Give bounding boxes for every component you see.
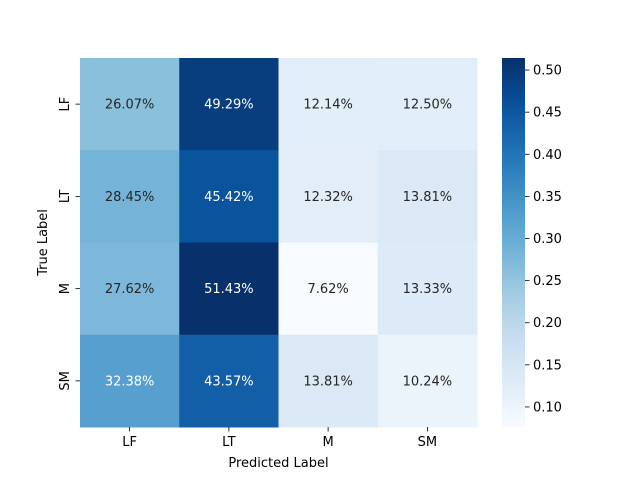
cell-value-label: 12.14% — [303, 98, 353, 113]
colorbar-gradient — [502, 58, 525, 427]
heatmap-grid: 26.07% 49.29% 12.14% 12.50% 28.45% 45.42% 12.3… — [80, 58, 478, 428]
heatmap-cell — [80, 334, 180, 428]
heatmap-cell — [377, 334, 478, 428]
cell-value-label: 12.32% — [303, 190, 353, 205]
y-tick-label: LT — [58, 190, 73, 203]
cell-value-label: 45.42% — [204, 190, 254, 205]
heatmap-cell — [179, 150, 279, 243]
heatmap-cell — [179, 334, 279, 428]
heatmap-cell — [377, 58, 478, 151]
cell-value-label: 51.43% — [204, 282, 254, 297]
x-tick-label: LT — [222, 435, 235, 450]
heatmap-cell — [80, 242, 180, 336]
colorbar-ticks: 0.10 0.15 0.20 0.25 0.30 0.35 0.40 0.45 0.50 — [525, 64, 562, 415]
y-tick-label: LF — [58, 97, 73, 112]
y-axis-label: True Label — [36, 209, 51, 277]
cell-value-label: 28.45% — [105, 190, 155, 205]
y-axis-ticks: LF LT M SM — [58, 97, 80, 391]
x-tick-label: M — [323, 435, 334, 450]
colorbar-tick-label: 0.15 — [533, 358, 562, 373]
heatmap-cell — [179, 242, 279, 336]
colorbar-tick-label: 0.25 — [533, 274, 562, 289]
y-tick-label: SM — [58, 371, 73, 390]
x-tick-label: SM — [418, 435, 437, 450]
colorbar-tick-label: 0.50 — [533, 64, 562, 79]
cell-value-label: 43.57% — [204, 374, 254, 389]
colorbar-tick-label: 0.10 — [533, 400, 562, 415]
cell-value-label: 13.81% — [403, 190, 453, 205]
cell-value-label: 7.62% — [307, 282, 348, 297]
x-axis-ticks: LF LT M SM — [122, 427, 437, 450]
colorbar-tick-label: 0.40 — [533, 148, 562, 163]
heatmap-cell — [377, 242, 478, 336]
cell-value-label: 10.24% — [403, 374, 453, 389]
colorbar-tick-label: 0.30 — [533, 232, 562, 247]
colorbar-tick-label: 0.35 — [533, 190, 562, 205]
cell-value-label: 32.38% — [105, 374, 155, 389]
colorbar-tick-label: 0.45 — [533, 106, 562, 121]
colorbar-tick-label: 0.20 — [533, 316, 562, 331]
colorbar: 0.10 0.15 0.20 0.25 0.30 0.35 0.40 0.45 0.50 — [502, 58, 562, 427]
cell-value-label: 12.50% — [403, 98, 453, 113]
heatmap-cell — [377, 150, 478, 243]
heatmap-cell — [278, 150, 379, 243]
y-tick-label: M — [58, 283, 73, 294]
heatmap-cell — [179, 58, 279, 151]
x-tick-label: LF — [122, 435, 137, 450]
x-axis-label: Predicted Label — [228, 456, 328, 471]
cell-value-label: 26.07% — [105, 98, 155, 113]
heatmap-cell — [80, 58, 180, 151]
heatmap-cell — [80, 150, 180, 243]
cell-value-label: 13.81% — [303, 374, 353, 389]
cell-value-label: 13.33% — [403, 282, 453, 297]
cell-value-label: 27.62% — [105, 282, 155, 297]
cell-value-label: 49.29% — [204, 98, 254, 113]
heatmap-cell — [278, 334, 379, 428]
heatmap-cell — [278, 58, 379, 151]
heatmap-cell — [278, 242, 379, 336]
